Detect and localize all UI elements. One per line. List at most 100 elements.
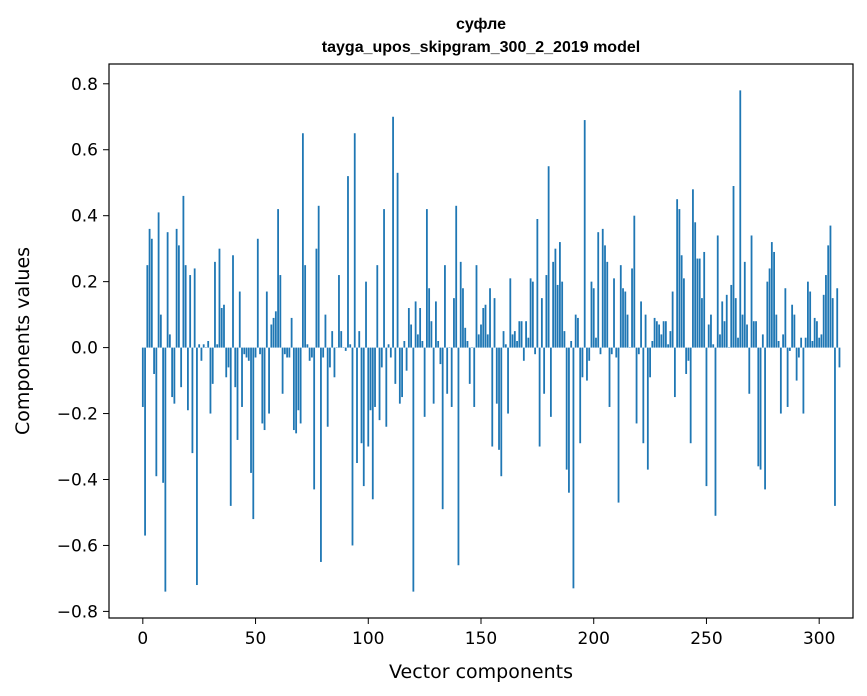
bar-55 [265,291,268,348]
bar-134 [444,265,446,348]
bar-275 [761,334,764,348]
bar-49 [252,347,255,520]
bar-299 [816,321,818,348]
bar-162 [507,347,509,414]
bar-77 [315,248,318,348]
x-tick-label: 200 [578,629,610,649]
bar-253 [712,344,715,348]
bar-96 [358,331,361,348]
bar-192 [574,314,577,348]
bar-296 [809,291,812,348]
bar-157 [495,347,498,404]
bar-163 [509,278,512,348]
bar-57 [270,324,273,348]
bar-154 [489,288,491,348]
bar-18 [182,195,185,348]
bar-199 [590,281,593,348]
bar-30 [209,347,212,414]
bar-262 [732,186,735,348]
bar-40 [232,255,234,348]
bar-121 [414,301,417,348]
y-tick-label: −0.8 [57,602,98,622]
bar-6 [155,347,158,477]
bar-144 [466,341,469,348]
bar-65 [288,347,291,358]
bar-271 [752,321,755,348]
bar-143 [464,327,467,348]
bar-215 [626,314,629,348]
bar-83 [329,347,331,368]
chart-title-line1: суфле [456,16,506,33]
bar-290 [795,347,798,381]
bar-147 [473,347,476,407]
bar-210 [615,347,618,358]
bar-98 [362,347,365,487]
bar-153 [486,334,489,348]
bar-221 [640,301,642,348]
bar-176 [538,347,541,447]
bar-229 [658,324,661,348]
bar-145 [468,347,471,384]
bar-247 [698,258,701,348]
bar-191 [572,347,575,589]
bar-64 [286,347,289,358]
bar-214 [624,291,627,348]
bar-168 [520,321,523,348]
bar-137 [450,347,453,407]
bar-282 [777,341,780,348]
bar-218 [633,215,636,348]
bar-76 [313,347,316,490]
bar-7 [157,212,160,348]
bar-212 [619,265,622,348]
bar-270 [750,235,753,348]
bar-80 [322,347,325,358]
bar-194 [579,347,582,444]
bar-243 [689,347,692,444]
bar-107 [383,209,385,348]
bar-125 [423,347,426,417]
bar-45 [243,347,246,355]
bar-109 [387,344,390,348]
bar-75 [311,347,313,358]
bar-180 [547,166,550,348]
bar-127 [428,288,431,348]
bar-240 [683,278,685,348]
bar-206 [606,261,609,348]
bar-269 [748,347,751,394]
bar-124 [421,341,424,348]
bar-301 [820,334,823,348]
bar-0 [141,347,144,407]
bar-101 [369,347,372,411]
bar-280 [773,251,775,348]
bar-140 [457,347,460,566]
bar-164 [511,334,514,348]
bar-267 [743,261,746,348]
bar-211 [617,347,620,503]
bar-170 [525,321,527,348]
bar-277 [766,281,769,348]
bar-161 [504,344,507,348]
bar-204 [601,228,604,348]
bar-182 [552,261,555,348]
bar-309 [838,347,841,368]
bar-208 [610,347,613,355]
bar-130 [435,301,437,348]
bar-4 [150,238,153,348]
bar-87 [338,275,340,348]
bar-287 [788,347,791,351]
bar-66 [290,317,293,348]
bar-106 [380,347,383,368]
bar-237 [676,199,679,348]
bar-231 [662,321,665,348]
bar-105 [378,347,381,421]
bar-188 [565,347,568,470]
bar-158 [498,347,500,450]
bar-120 [412,347,415,592]
bar-142 [462,288,464,348]
bar-129 [432,347,435,404]
bar-88 [340,331,343,348]
bar-259 [725,294,728,348]
bar-256 [719,334,721,348]
bar-5 [153,347,155,374]
